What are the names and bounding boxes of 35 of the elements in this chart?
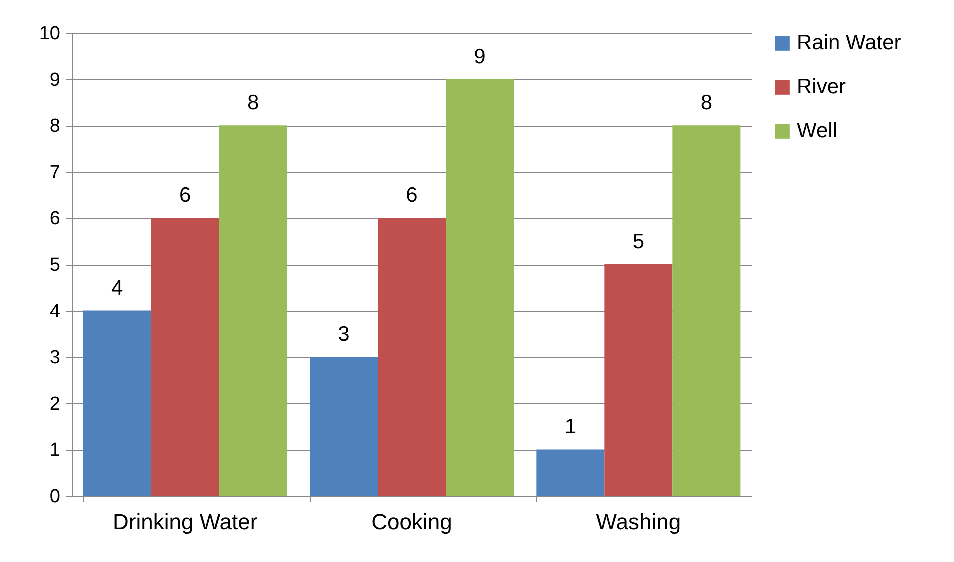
bar (151, 218, 220, 496)
data-label: 4 (111, 276, 124, 300)
y-tick-label: 3 (50, 348, 60, 369)
y-tick-label: 10 (39, 24, 60, 44)
y-tick-label: 4 (50, 301, 61, 322)
y-tick-label: 2 (50, 394, 60, 415)
x-tick-label: Cooking (372, 510, 452, 534)
bar (672, 126, 741, 496)
data-label: 1 (564, 416, 577, 439)
bar (536, 450, 605, 496)
data-label: 6 (406, 184, 418, 208)
bar (378, 218, 446, 496)
bar (604, 264, 673, 496)
y-tick-label: 5 (50, 255, 60, 276)
data-label: 3 (338, 323, 350, 346)
y-tick-label: 8 (50, 116, 60, 138)
y-tick-label: 9 (50, 70, 60, 91)
data-label: 8 (700, 92, 713, 115)
bar (446, 79, 514, 496)
y-tick-label: 6 (50, 208, 60, 230)
data-label: 6 (179, 184, 192, 208)
data-label: 5 (632, 230, 645, 254)
data-label: 9 (474, 45, 486, 68)
y-tick-label: 7 (50, 162, 60, 184)
x-tick-label: Washing (596, 510, 682, 534)
x-tick-label: Drinking Water (112, 510, 258, 534)
y-tick-label: 1 (50, 440, 60, 462)
data-label: 8 (247, 92, 260, 115)
bar (83, 310, 152, 496)
legend-label: Rain Water (797, 32, 902, 54)
legend-label: River (797, 76, 846, 98)
legend-label: Well (797, 120, 838, 142)
bar (219, 126, 288, 496)
y-tick-label: 0 (50, 486, 60, 508)
bar (310, 357, 378, 496)
